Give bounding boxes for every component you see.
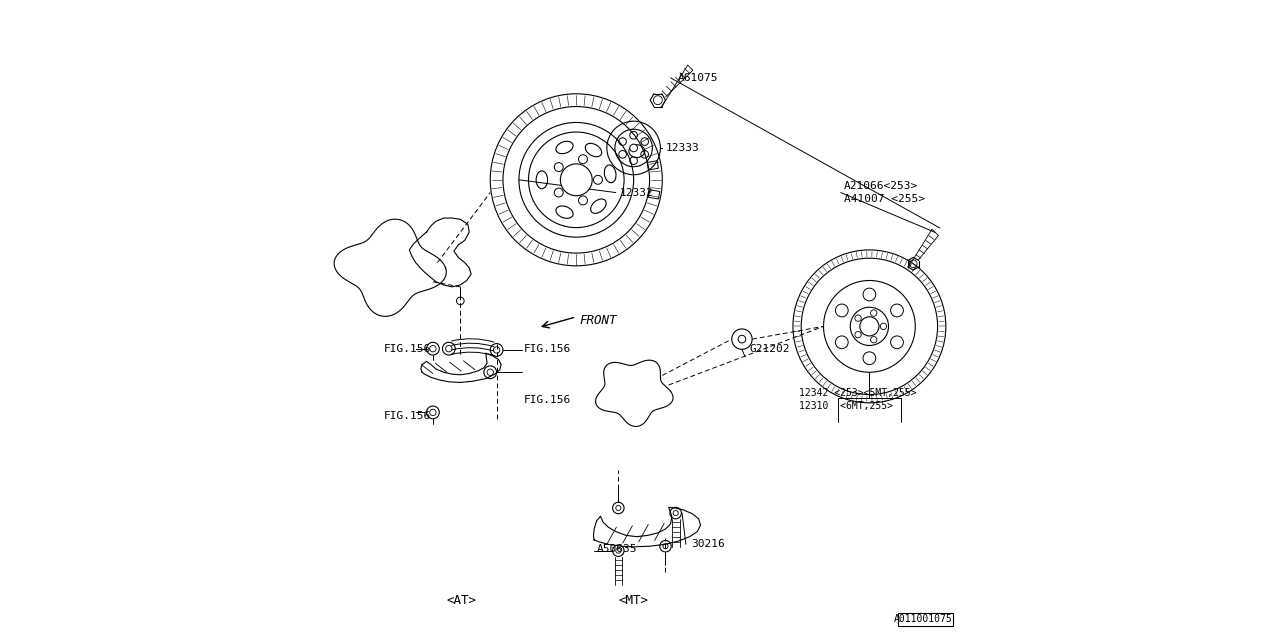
Text: A21066<253>: A21066<253> (844, 181, 918, 191)
Text: G21202: G21202 (750, 344, 790, 354)
Text: FIG.156: FIG.156 (384, 411, 431, 420)
Bar (899, 613, 952, 626)
Text: A011001075: A011001075 (893, 614, 952, 625)
Text: 12332: 12332 (620, 188, 653, 198)
Circle shape (739, 335, 746, 343)
Circle shape (630, 144, 637, 152)
Text: 12310  <6MT,255>: 12310 <6MT,255> (799, 401, 893, 411)
Text: 12333: 12333 (666, 143, 699, 153)
Text: A50635: A50635 (596, 545, 637, 554)
Bar (646, 161, 658, 170)
Bar (649, 189, 659, 199)
Text: <AT>: <AT> (447, 594, 476, 607)
Circle shape (860, 317, 879, 336)
Text: FIG.156: FIG.156 (524, 344, 571, 354)
Text: FIG.156: FIG.156 (384, 344, 431, 354)
Text: <MT>: <MT> (618, 594, 649, 607)
Text: 12342 <253><5MT,255>: 12342 <253><5MT,255> (799, 388, 916, 398)
Text: FRONT: FRONT (580, 314, 617, 326)
Text: 30216: 30216 (691, 540, 724, 549)
Text: A61075: A61075 (678, 73, 719, 83)
Text: FIG.156: FIG.156 (524, 395, 571, 404)
Text: A41007 <255>: A41007 <255> (844, 194, 925, 204)
Circle shape (561, 164, 593, 196)
